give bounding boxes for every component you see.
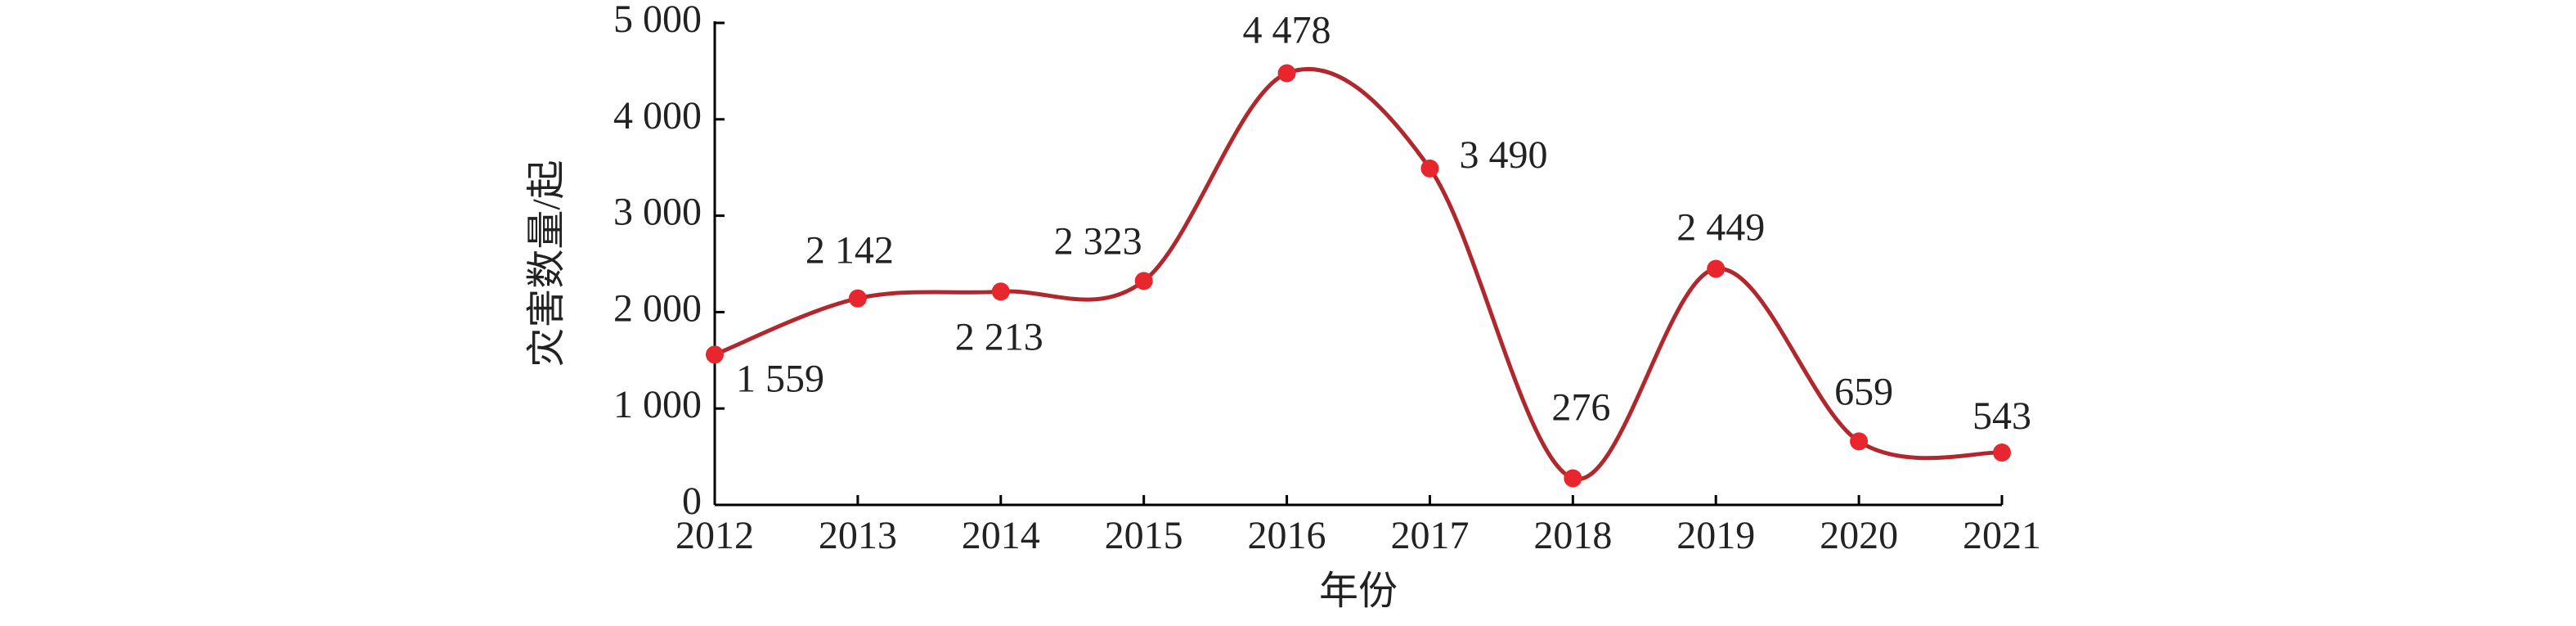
line <box>714 67 2003 481</box>
x-tick-label: 2017 <box>1390 514 1469 557</box>
x-tick-label: 2020 <box>1820 514 1898 557</box>
data-label: 276 <box>1551 386 1610 430</box>
marker <box>1564 469 1582 488</box>
y-tick-label: 2 000 <box>613 286 702 330</box>
data-label: 2 323 <box>1054 219 1142 263</box>
marker <box>1850 432 1869 451</box>
marker <box>1277 64 1296 83</box>
x-tick-label: 2013 <box>819 514 897 557</box>
data-label: 3 490 <box>1459 133 1547 177</box>
y-tick-label: 5 000 <box>613 0 702 41</box>
y-tick-label: 1 000 <box>613 383 702 426</box>
marker <box>1993 444 2011 462</box>
x-tick-label: 2019 <box>1676 514 1755 557</box>
marker <box>1134 272 1153 290</box>
y-tick-label: 0 <box>682 480 702 523</box>
data-label: 659 <box>1834 370 1893 413</box>
y-tick-label: 4 000 <box>613 94 702 137</box>
x-axis-label: 年份 <box>1319 570 1398 613</box>
x-tick-label: 2015 <box>1105 514 1183 557</box>
data-label: 2 449 <box>1676 206 1765 250</box>
data-label: 2 142 <box>806 229 894 272</box>
x-tick-label: 2021 <box>1963 514 2041 557</box>
x-tick-label: 2018 <box>1533 514 1612 557</box>
data-label: 1 559 <box>736 357 824 400</box>
data-label: 543 <box>1972 394 2031 438</box>
marker <box>848 289 867 308</box>
marker <box>1420 159 1439 178</box>
marker <box>991 282 1010 301</box>
x-tick-label: 2014 <box>962 514 1040 557</box>
data-label: 4 478 <box>1243 9 1331 52</box>
data-label: 2 213 <box>955 315 1043 358</box>
y-tick-label: 3 000 <box>613 191 702 234</box>
y-axis-label: 灾害数量/起 <box>525 160 568 367</box>
x-tick-label: 2016 <box>1248 514 1326 557</box>
marker <box>706 345 724 364</box>
marker <box>1707 259 1726 278</box>
x-tick-label: 2012 <box>675 514 754 557</box>
